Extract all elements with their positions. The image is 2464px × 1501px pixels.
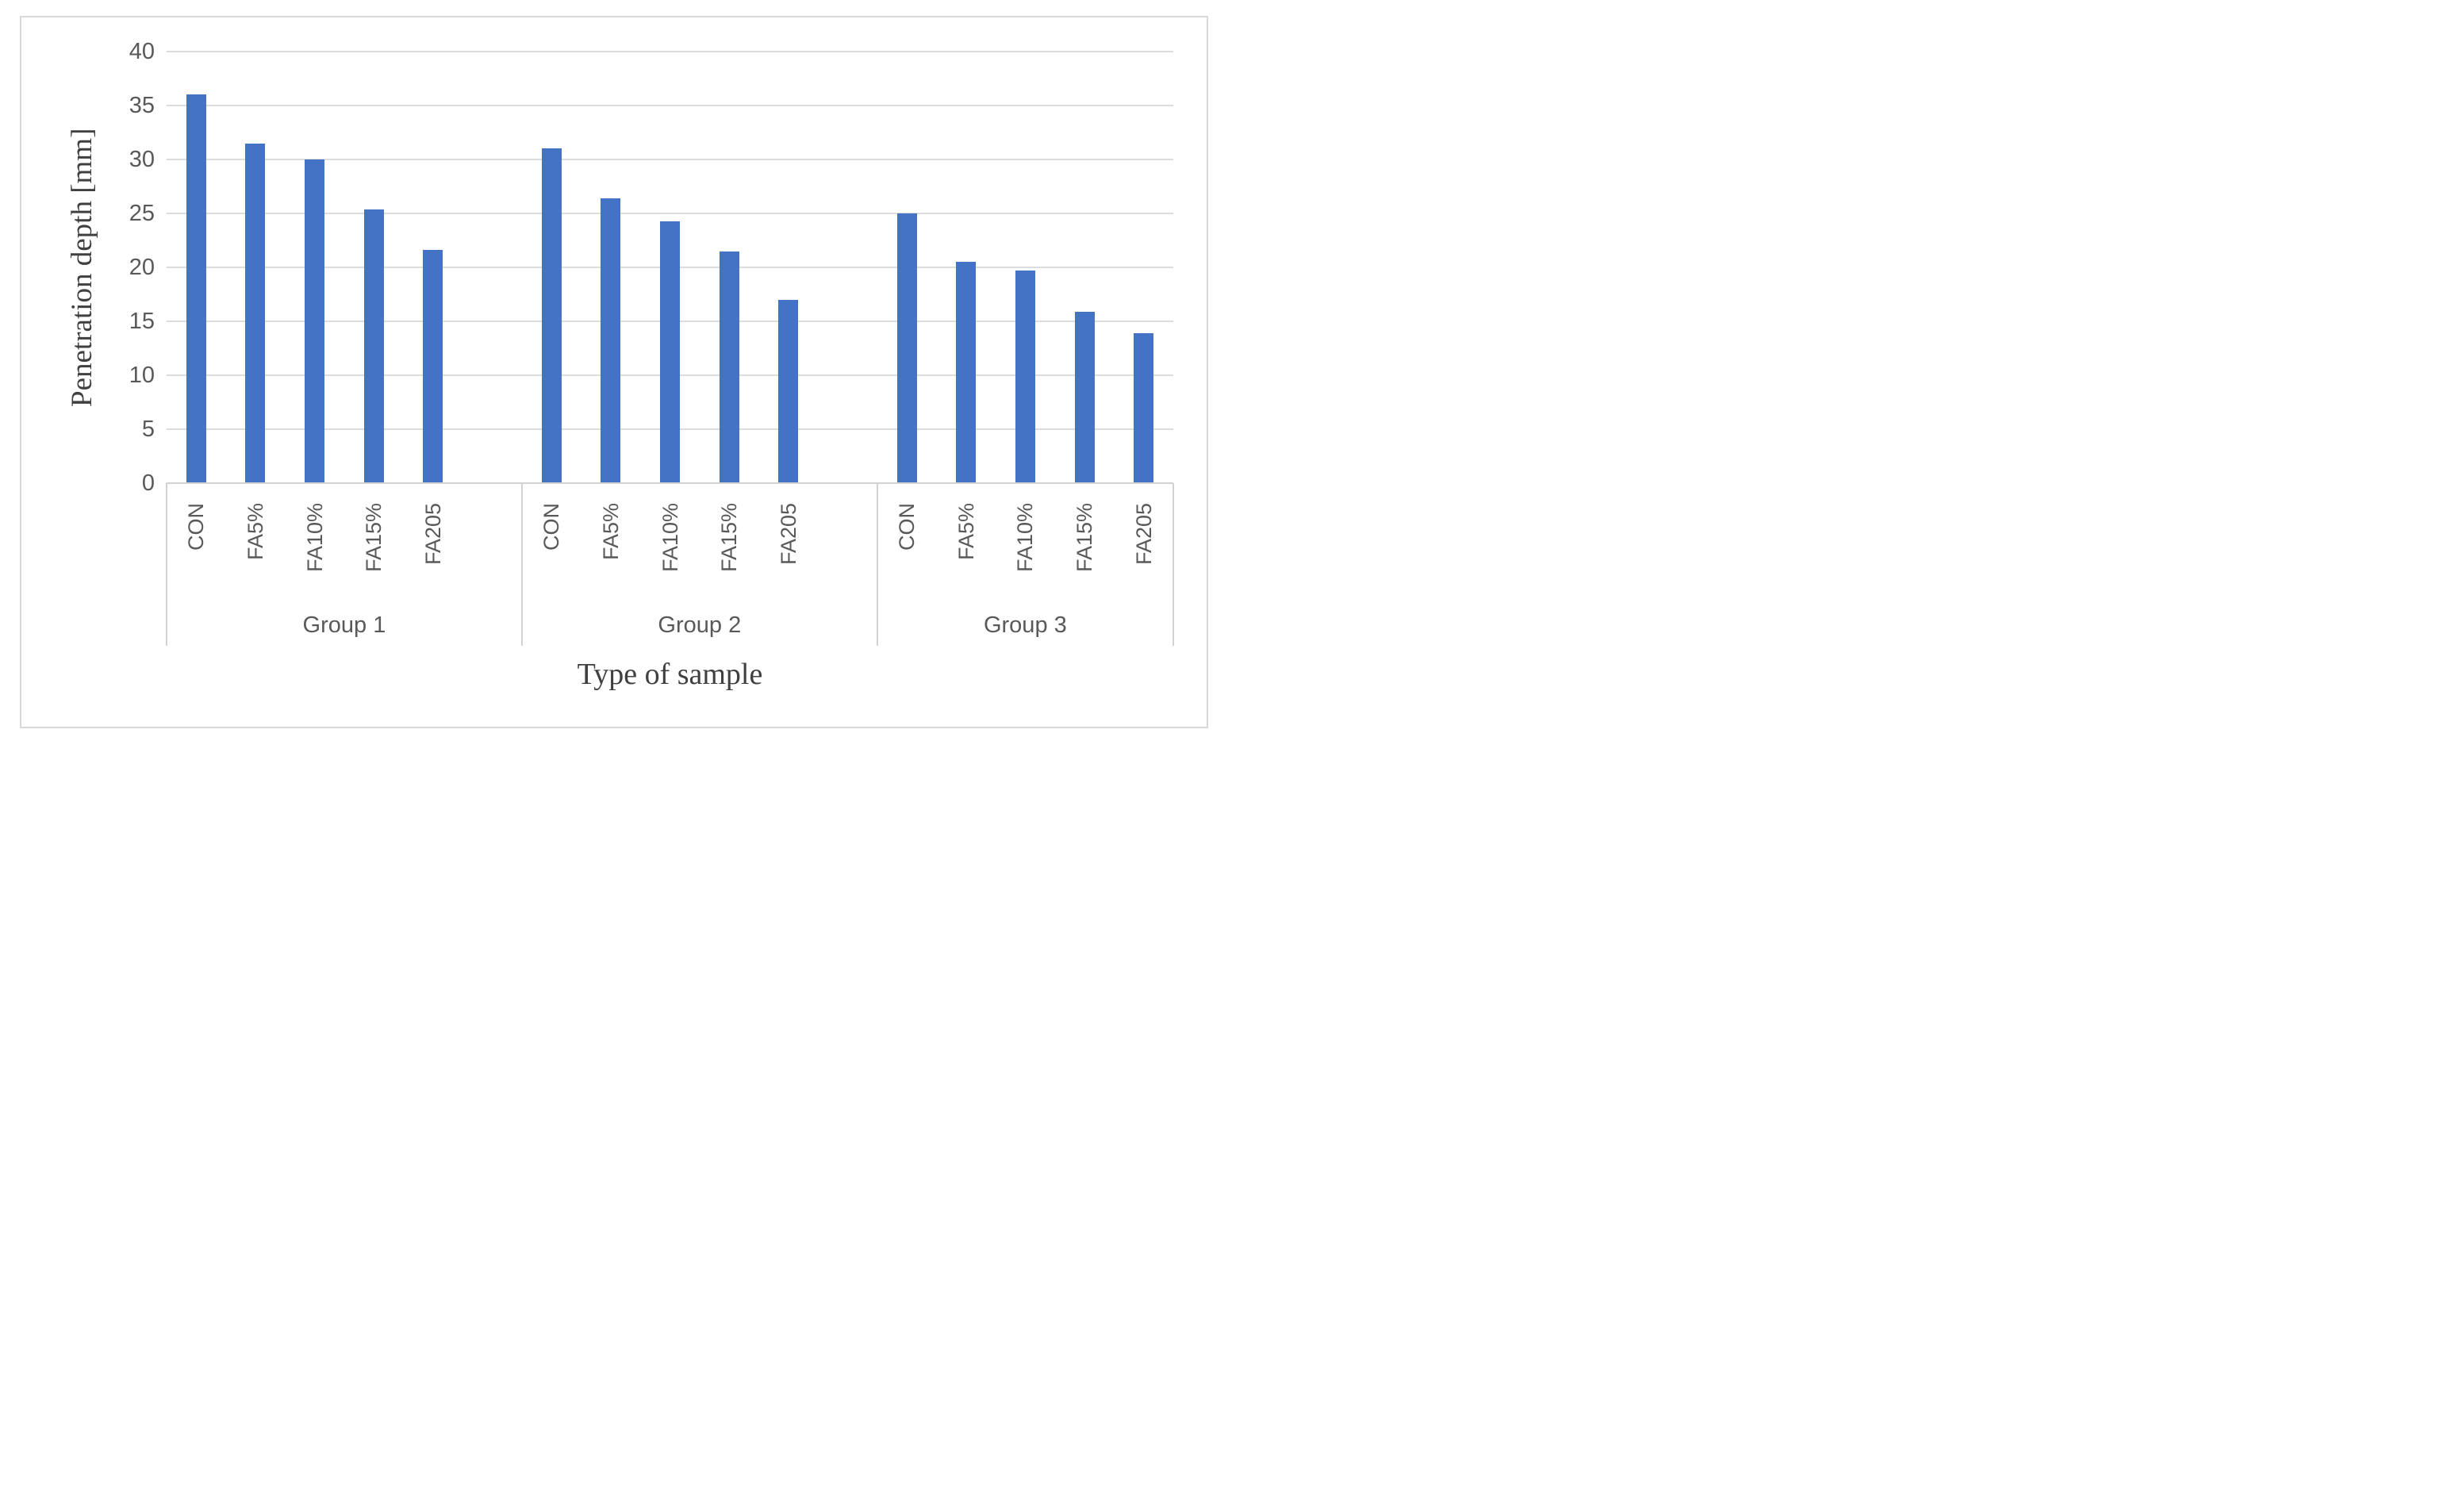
x-axis-title: Type of sample [577, 658, 763, 691]
x-category-label-2-fa15: FA15% [717, 503, 742, 573]
x-category-label-2-fa205: FA205 [776, 503, 800, 566]
y-tick-label-25: 25 [129, 201, 155, 226]
x-category-label-1-fa15: FA15% [362, 503, 386, 573]
x-category-label-2-con: CON [539, 503, 564, 551]
category-separator-2 [876, 483, 878, 646]
bar-group-2-fa15 [719, 251, 739, 483]
bar-group-2-fa10 [660, 221, 680, 483]
x-category-label-1-fa10: FA10% [302, 503, 327, 573]
bar-group-3-fa5 [956, 262, 977, 483]
y-tick-label-20: 20 [129, 255, 155, 280]
y-tick-label-35: 35 [129, 93, 155, 118]
category-separator-0 [166, 483, 167, 646]
x-group-label-1: Group 1 [302, 612, 386, 638]
x-axis-line [167, 482, 1173, 484]
y-tick-label-0: 0 [141, 470, 155, 496]
x-category-label-1-con: CON [184, 503, 209, 551]
plot-area: 0 5 10 15 20 25 30 35 40 CON FA5% FA10% FA15% FA205 CO… [0, 0, 1232, 750]
y-tick-label-10: 10 [129, 363, 155, 388]
gridline-25 [167, 213, 1173, 214]
x-category-label-1-fa5: FA5% [243, 503, 267, 561]
category-separator-3 [1173, 483, 1174, 646]
x-category-label-2-fa5: FA5% [598, 503, 623, 561]
gridline-30 [167, 159, 1173, 160]
bar-group-3-con [896, 213, 917, 483]
x-category-label-1-fa205: FA205 [420, 503, 445, 566]
bar-group-2-con [541, 148, 562, 483]
chart-border [20, 16, 1208, 728]
bar-group-3-fa10 [1015, 271, 1035, 483]
gridline-40 [167, 51, 1173, 52]
bar-group-2-fa5 [601, 198, 621, 483]
y-tick-label-40: 40 [129, 39, 155, 64]
bar-group-1-fa10 [305, 159, 325, 483]
x-group-label-3: Group 3 [983, 612, 1067, 638]
y-tick-label-5: 5 [141, 417, 155, 442]
bar-group-1-fa15 [363, 209, 384, 483]
category-separator-1 [520, 483, 523, 646]
x-category-label-2-fa10: FA10% [658, 503, 682, 573]
x-category-label-3-con: CON [895, 503, 919, 551]
bar-group-1-fa5 [245, 143, 266, 483]
y-tick-label-15: 15 [129, 309, 155, 334]
bar-group-3-fa205 [1134, 332, 1154, 483]
x-category-label-3-fa15: FA15% [1073, 503, 1097, 573]
bar-group-2-fa205 [778, 299, 799, 483]
bar-group-1-fa205 [423, 250, 443, 483]
x-category-label-3-fa10: FA10% [1013, 503, 1038, 573]
x-group-label-2: Group 2 [658, 612, 742, 638]
x-category-label-3-fa205: FA205 [1131, 503, 1156, 566]
bar-group-1-con [186, 94, 206, 483]
x-category-label-3-fa5: FA5% [954, 503, 978, 561]
y-tick-label-30: 30 [129, 147, 155, 172]
bar-group-3-fa15 [1074, 311, 1095, 483]
gridline-35 [167, 105, 1173, 106]
